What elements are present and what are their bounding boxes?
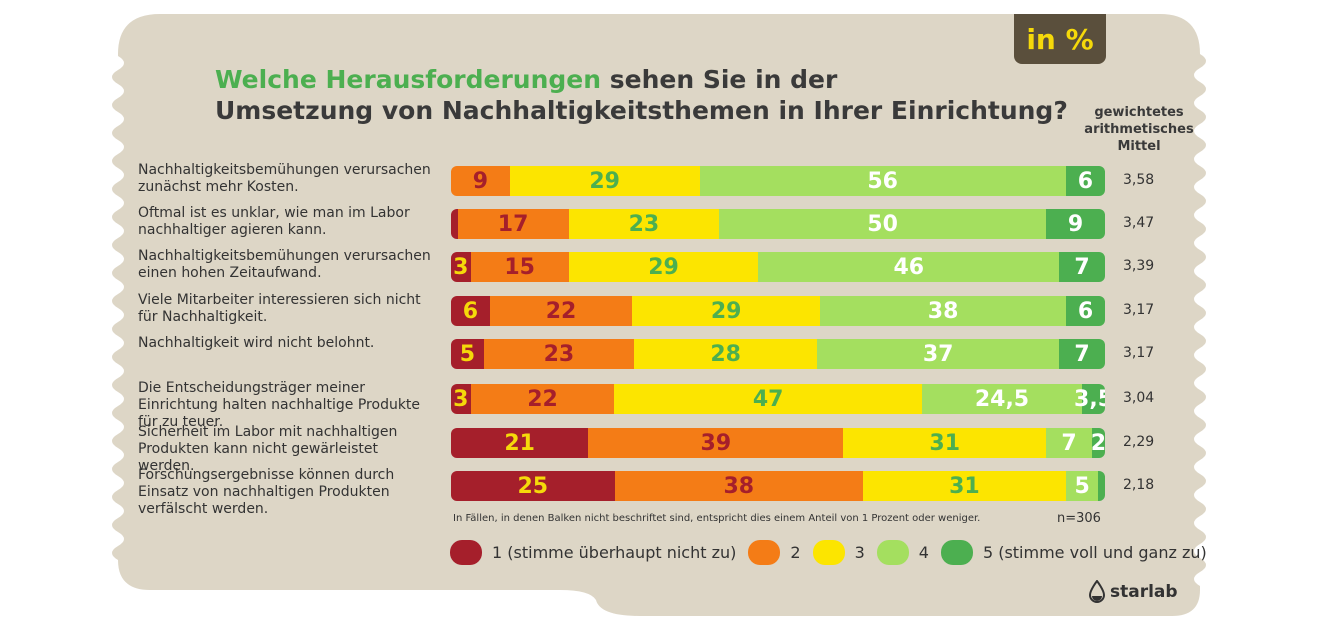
legend-item: 5 (stimme voll und ganz zu)	[940, 540, 1207, 565]
bar-segment: 21	[451, 428, 589, 458]
legend-label: 5 (stimme voll und ganz zu)	[982, 543, 1207, 562]
stacked-bar: 5 23 28 37 7	[451, 339, 1105, 369]
legend-swatch	[876, 540, 909, 565]
bar-segment: 23	[568, 209, 720, 239]
row-label: Die Entscheidungsträger meiner Einrichtu…	[138, 380, 421, 430]
row-label: Sicherheit im Labor mit nachhaltigen Pro…	[138, 424, 398, 474]
bar-segment: 3	[451, 252, 471, 282]
bar-segment: 37	[817, 339, 1060, 369]
legend-label: 4	[918, 543, 929, 562]
legend-label: 3	[854, 543, 865, 562]
bar-segment: 22	[470, 384, 615, 414]
bar-segment: 2	[1091, 428, 1105, 458]
bar-segment: 47	[614, 384, 922, 414]
row-label: Viele Mitarbeiter interessieren sich nic…	[138, 292, 421, 325]
stacked-bar: 25 38 31 5	[451, 471, 1105, 501]
legend: 1 (stimme überhaupt nicht zu) 2 3 4 5 (stimm…	[450, 540, 1219, 565]
row-label: Nachhaltigkeit wird nicht belohnt.	[138, 335, 375, 351]
legend-label: 1 (stimme überhaupt nicht zu)	[492, 543, 737, 562]
mean-value: 2,18	[1123, 477, 1155, 493]
bar-segment: 6	[1066, 296, 1105, 326]
legend-label: 2	[790, 543, 801, 562]
brand-name: starlab	[1110, 582, 1178, 602]
stacked-bar: 9 29 56 6	[451, 166, 1105, 196]
bar-segment: 7	[1046, 428, 1092, 458]
bar-segment	[1098, 471, 1105, 501]
row-label: Nachhaltigkeitsbemühungen verursachen zu…	[138, 162, 431, 195]
legend-swatch	[450, 540, 482, 565]
title-line-2: Umsetzung von Nachhaltigkeitsthemen in I…	[215, 96, 1068, 125]
legend-swatch	[940, 540, 973, 565]
legend-item: 1 (stimme überhaupt nicht zu)	[450, 540, 736, 565]
brand-logo: starlab	[1088, 580, 1178, 604]
mean-value: 3,17	[1123, 345, 1155, 361]
bar-segment: 3	[451, 384, 471, 414]
bar-segment: 24,5	[921, 384, 1083, 414]
stacked-bar: 21 39 31 7 2	[451, 428, 1105, 458]
stacked-bar: 6 22 29 38 6	[451, 296, 1105, 326]
bar-segment: 31	[843, 428, 1047, 458]
bar-segment: 31	[863, 471, 1066, 501]
bar-segment: 39	[588, 428, 844, 458]
bar-segment: 6	[1065, 166, 1105, 196]
bar-segment: 50	[719, 209, 1047, 239]
sample-size: n=306	[1057, 511, 1101, 526]
bar-segment: 6	[451, 296, 490, 326]
bar-segment: 23	[483, 339, 635, 369]
legend-swatch	[812, 540, 845, 565]
bar-segment: 38	[820, 296, 1067, 326]
mean-value: 2,29	[1123, 434, 1155, 450]
bar-segment: 56	[699, 166, 1066, 196]
row-label: Forschungsergebnisse können durch Einsat…	[138, 467, 395, 517]
bar-segment: 7	[1059, 339, 1105, 369]
bar-segment: 5	[451, 339, 484, 369]
mean-value: 3,47	[1123, 215, 1155, 231]
legend-item: 3	[812, 540, 865, 565]
bar-segment: 5	[1065, 471, 1099, 501]
bar-segment: 3,5	[1074, 384, 1105, 414]
bar-segment: 25	[451, 471, 615, 501]
bar-segment: 46	[758, 252, 1060, 282]
row-label: Oftmal ist es unklar, wie man im Labor n…	[138, 205, 410, 238]
bar-segment: 29	[509, 166, 700, 196]
bar-segment	[451, 209, 458, 239]
legend-swatch	[748, 540, 781, 565]
mean-value: 3,04	[1123, 390, 1155, 406]
mean-value: 3,39	[1123, 258, 1155, 274]
legend-item: 4	[876, 540, 929, 565]
mean-value: 3,58	[1123, 172, 1155, 188]
bar-segment: 29	[568, 252, 759, 282]
bar-segment: 38	[614, 471, 864, 501]
unit-badge: in %	[1014, 14, 1106, 64]
flask-drop-icon	[1088, 580, 1106, 603]
title-highlight: Welche Herausforderungen	[215, 65, 602, 94]
bar-segment: 29	[632, 296, 821, 326]
stacked-bar: 3 15 29 46 7	[451, 252, 1105, 282]
title-rest: sehen Sie in der	[601, 65, 838, 94]
stacked-bar: 17 23 50 9	[451, 209, 1105, 239]
row-label: Nachhaltigkeitsbemühungen verursachen ei…	[138, 248, 431, 281]
legend-item: 2	[748, 540, 801, 565]
bar-segment: 28	[634, 339, 818, 369]
mean-value: 3,17	[1123, 302, 1155, 318]
mean-column-header: gewichtetes arithmetisches Mittel	[1084, 105, 1194, 154]
bar-segment: 7	[1059, 252, 1105, 282]
bar-segment: 15	[470, 252, 569, 282]
chart-title: Welche Herausforderungen sehen Sie in de…	[215, 64, 1068, 126]
footnote: In Fällen, in denen Balken nicht beschri…	[453, 513, 981, 524]
bar-segment: 9	[1046, 209, 1105, 239]
bar-segment: 9	[451, 166, 510, 196]
bar-segment: 17	[457, 209, 569, 239]
bar-segment: 22	[489, 296, 633, 326]
